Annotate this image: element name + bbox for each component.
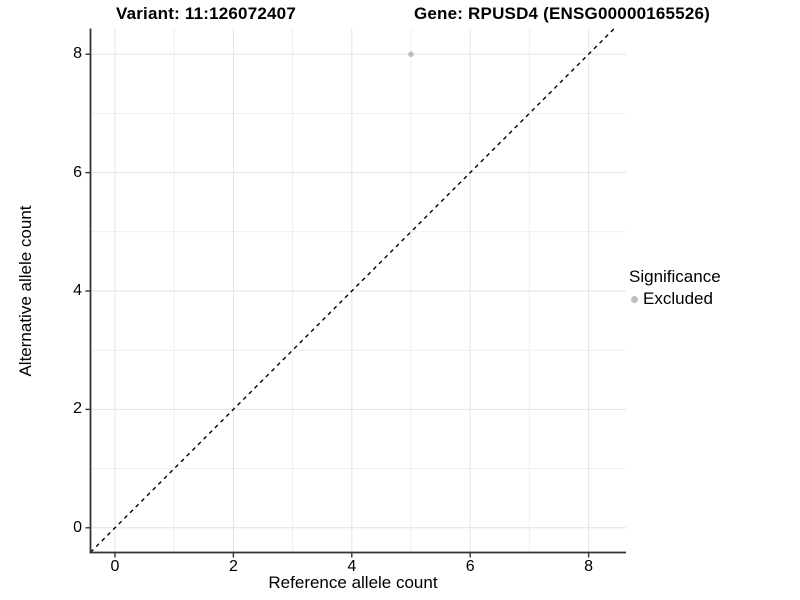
x-tick-label: 0 [110,558,120,575]
x-tick-label: 6 [465,558,475,575]
x-tick-label: 8 [584,558,594,575]
legend-item-label: Excluded [643,289,713,308]
identity-line [90,28,615,553]
legend-item-excluded: Excluded [629,289,721,309]
legend-key-dot-icon [631,295,638,303]
y-tick-label: 4 [73,282,82,299]
y-tick-label: 6 [73,163,82,181]
y-tick-label: 0 [73,518,82,536]
y-tick-label: 2 [73,400,82,418]
legend: Significance Excluded [629,266,721,309]
x-tick-label: 2 [228,558,238,575]
x-axis-title: Reference allele count [268,573,438,592]
y-tick-label: 8 [73,45,82,63]
legend-title: Significance [629,267,721,286]
plot-title-variant: Variant: 11:126072407 [115,4,296,23]
plot-title-gene: Gene: RPUSD4 (ENSG00000165526) [413,4,711,23]
y-axis-title: Alternative allele count [16,205,35,377]
data-point [408,51,414,57]
x-tick-label: 4 [347,558,357,575]
